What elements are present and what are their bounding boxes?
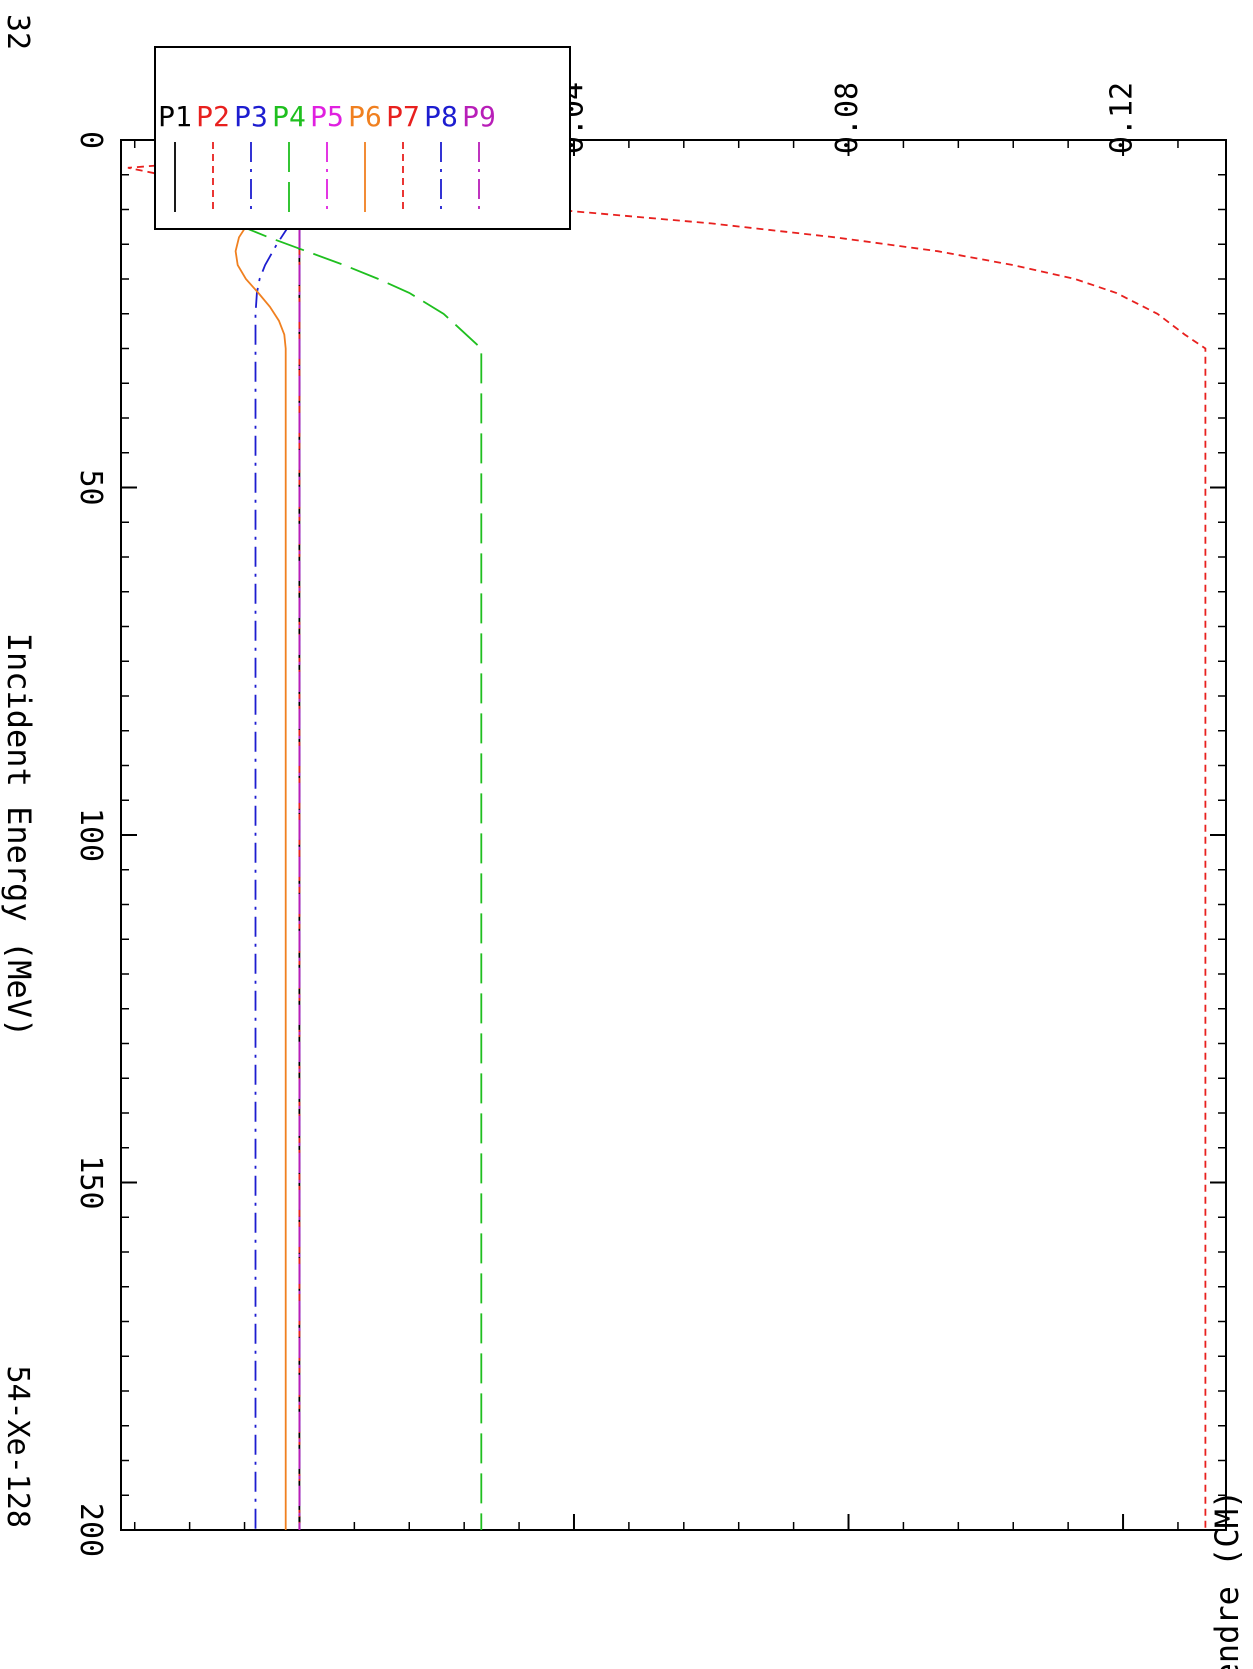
y-axis-title: Legendre (CM)	[1208, 1490, 1246, 1669]
legend: P1 P2 P3 P4 P5 P6 P7 P8 P9	[154, 46, 571, 230]
x-tick-label: 50	[73, 469, 108, 505]
legend-box	[154, 46, 571, 230]
legend-label-p2: P2	[196, 100, 230, 133]
corner-label: 54-Xe-128	[0, 1365, 35, 1528]
x-tick-label: 100	[73, 808, 108, 862]
legend-label-p1: P1	[158, 100, 192, 133]
y-tick-label: 0.12	[1105, 82, 1140, 154]
legend-label-p3: P3	[234, 100, 268, 133]
series-line-p4	[195, 153, 483, 1530]
x-tick-label: 0	[73, 131, 108, 149]
x-tick-label: 150	[73, 1155, 108, 1209]
x-tick-label: 200	[73, 1503, 108, 1557]
series-line-p2	[127, 153, 1207, 1530]
series-layer	[127, 153, 1207, 1530]
y-tick-label: 0.08	[830, 82, 865, 154]
legend-label-p6: P6	[348, 100, 382, 133]
x-axis-title: Incident Energy (MeV)	[0, 633, 38, 1038]
legend-label-p4: P4	[272, 100, 306, 133]
legend-label-p8: P8	[424, 100, 458, 133]
legend-items: P1 P2 P3 P4 P5 P6 P7 P8 P9	[158, 100, 496, 212]
start-label: 32	[0, 14, 35, 50]
legend-label-p5: P5	[310, 100, 344, 133]
plot-frame	[120, 139, 1227, 1531]
legend-label-p7: P7	[386, 100, 420, 133]
series-line-p6	[234, 153, 306, 1530]
legend-label-p9: P9	[462, 100, 496, 133]
